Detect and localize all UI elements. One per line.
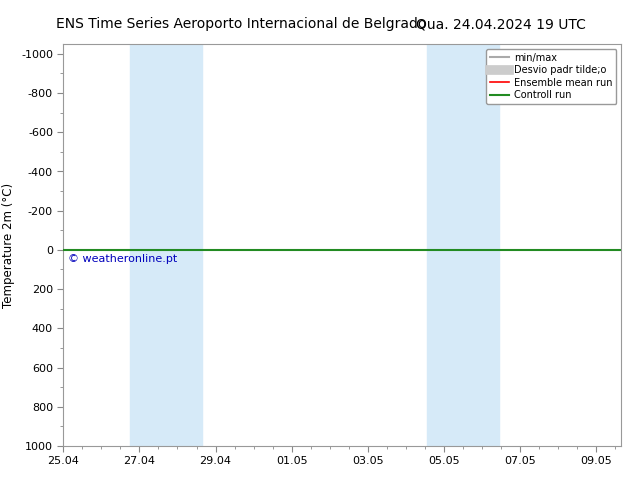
Text: © weatheronline.pt: © weatheronline.pt [68, 254, 178, 264]
Text: Qua. 24.04.2024 19 UTC: Qua. 24.04.2024 19 UTC [416, 17, 586, 31]
Bar [130, 44, 202, 446]
Text: ENS Time Series Aeroporto Internacional de Belgrado: ENS Time Series Aeroporto Internacional … [56, 17, 426, 31]
Bar [427, 44, 499, 446]
Legend: min/max, Desvio padr tilde;o, Ensemble mean run, Controll run: min/max, Desvio padr tilde;o, Ensemble m… [486, 49, 616, 104]
Y-axis label: Temperature 2m (°C): Temperature 2m (°C) [3, 182, 15, 308]
